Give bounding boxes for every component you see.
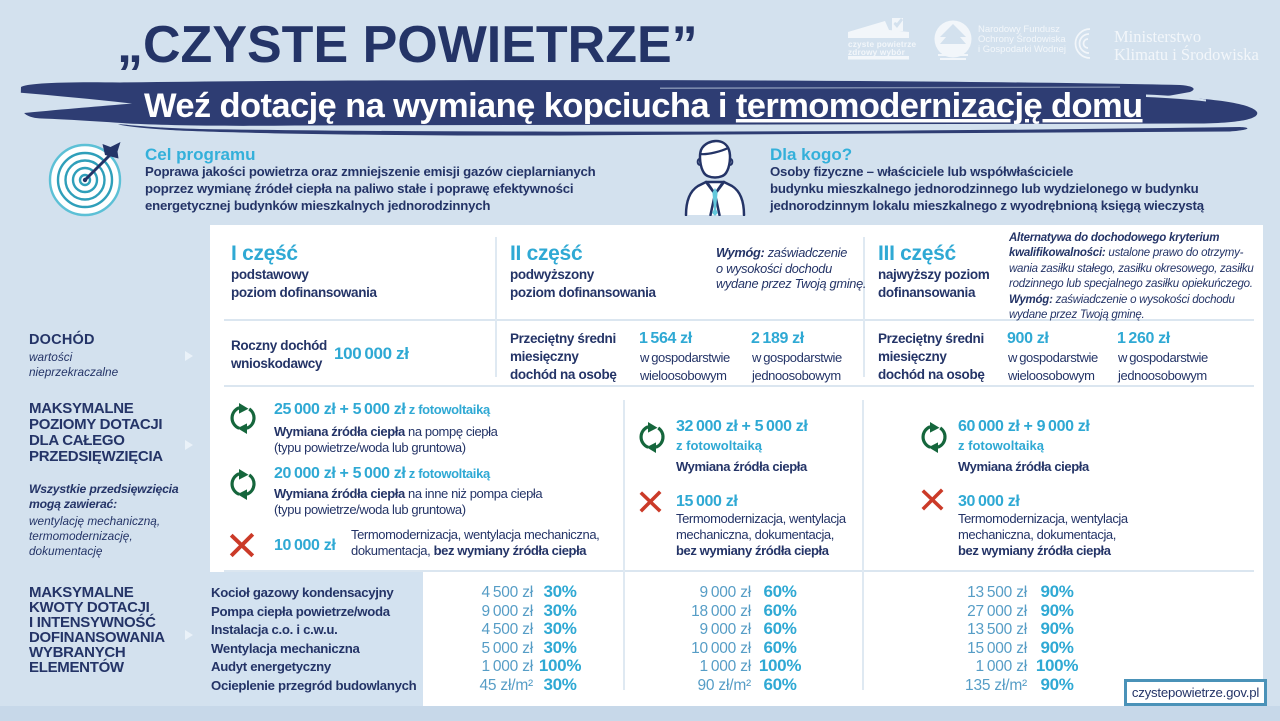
svg-text:i Gospodarki Wodnej: i Gospodarki Wodnej: [978, 44, 1066, 55]
svg-text:Weź dotację na wymianę kopciuc: Weź dotację na wymianę kopciucha i termo…: [144, 87, 1143, 125]
svg-text:Klimatu i Środowiska: Klimatu i Środowiska: [1114, 45, 1260, 64]
svg-text:Narodowy Fundusz: Narodowy Fundusz: [978, 24, 1060, 35]
svg-text:czyste powietrze: czyste powietrze: [848, 40, 917, 49]
svg-text:Ochrony Środowiska: Ochrony Środowiska: [978, 33, 1066, 45]
svg-text:Ministerstwo: Ministerstwo: [1114, 27, 1201, 46]
svg-text:zdrowy wybór: zdrowy wybór: [848, 48, 906, 57]
